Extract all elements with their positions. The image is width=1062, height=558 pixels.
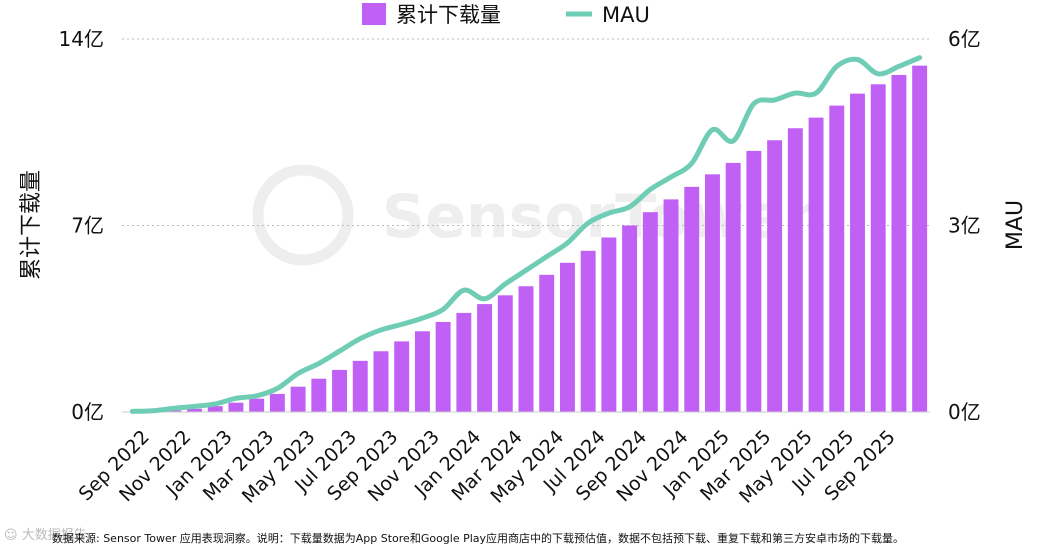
right-y-axis: 0亿 3亿 6亿 — [948, 27, 981, 424]
bar-17 — [477, 304, 493, 412]
badge-text: 大数据报告 — [21, 528, 87, 543]
watermark-logo — [252, 164, 354, 266]
bar-8 — [290, 386, 306, 412]
bar-13 — [394, 341, 410, 412]
left-y-tick-0: 0亿 — [71, 400, 104, 424]
bar-29 — [725, 162, 741, 412]
bar-21 — [559, 262, 575, 412]
legend: 累计下载量 MAU — [362, 3, 650, 27]
bar-14 — [414, 331, 430, 412]
bar-12 — [373, 351, 389, 412]
left-y-axis: 0亿 7亿 14亿 — [59, 27, 104, 424]
bar-36 — [870, 84, 886, 412]
bar-5 — [228, 402, 244, 412]
bar-20 — [539, 274, 555, 412]
bar-25 — [642, 212, 658, 412]
bar-34 — [829, 105, 845, 413]
badge-icon: ☺ — [4, 528, 22, 543]
right-y-tick-2: 6亿 — [948, 27, 981, 51]
source-badge: ☺ 大数据报告 — [4, 524, 87, 543]
legend-label-mau: MAU — [602, 3, 650, 27]
bar-28 — [705, 174, 720, 412]
bar-38 — [912, 65, 928, 412]
right-y-axis-title: MAU — [1003, 200, 1028, 250]
bar-3 — [187, 408, 202, 412]
bar-24 — [622, 225, 638, 412]
bar-26 — [663, 199, 679, 412]
bar-37 — [891, 74, 907, 412]
bar-35 — [850, 93, 865, 413]
bar-22 — [580, 250, 596, 412]
bar-4 — [207, 406, 223, 412]
bar-7 — [269, 393, 285, 412]
bar-19 — [518, 286, 534, 412]
legend-swatch-downloads — [362, 3, 386, 25]
bar-31 — [767, 140, 783, 413]
right-y-tick-0: 0亿 — [948, 400, 981, 424]
download-bars — [124, 65, 928, 413]
mau-line — [129, 55, 923, 414]
legend-label-downloads: 累计下载量 — [396, 3, 501, 27]
left-y-axis-title: 累计下载量 — [19, 170, 44, 280]
bar-33 — [808, 117, 824, 412]
bar-30 — [746, 150, 762, 412]
left-y-tick-1: 7亿 — [71, 214, 104, 238]
bar-2 — [166, 410, 182, 412]
bar-23 — [601, 237, 617, 412]
right-y-tick-1: 3亿 — [948, 214, 981, 238]
watermark: SensorTower — [252, 164, 815, 266]
bar-9 — [311, 378, 327, 412]
bar-16 — [456, 312, 472, 412]
bar-6 — [249, 398, 265, 412]
bar-32 — [787, 128, 803, 412]
bar-15 — [435, 321, 451, 412]
bar-18 — [497, 295, 513, 412]
bar-11 — [352, 360, 368, 412]
bar-10 — [332, 369, 347, 412]
mau-line-series — [129, 55, 923, 414]
left-y-tick-2: 14亿 — [59, 27, 104, 51]
footnote: 数据来源: Sensor Tower 应用表现洞察。说明：下载量数据为App S… — [52, 532, 905, 545]
bar-27 — [684, 186, 700, 412]
